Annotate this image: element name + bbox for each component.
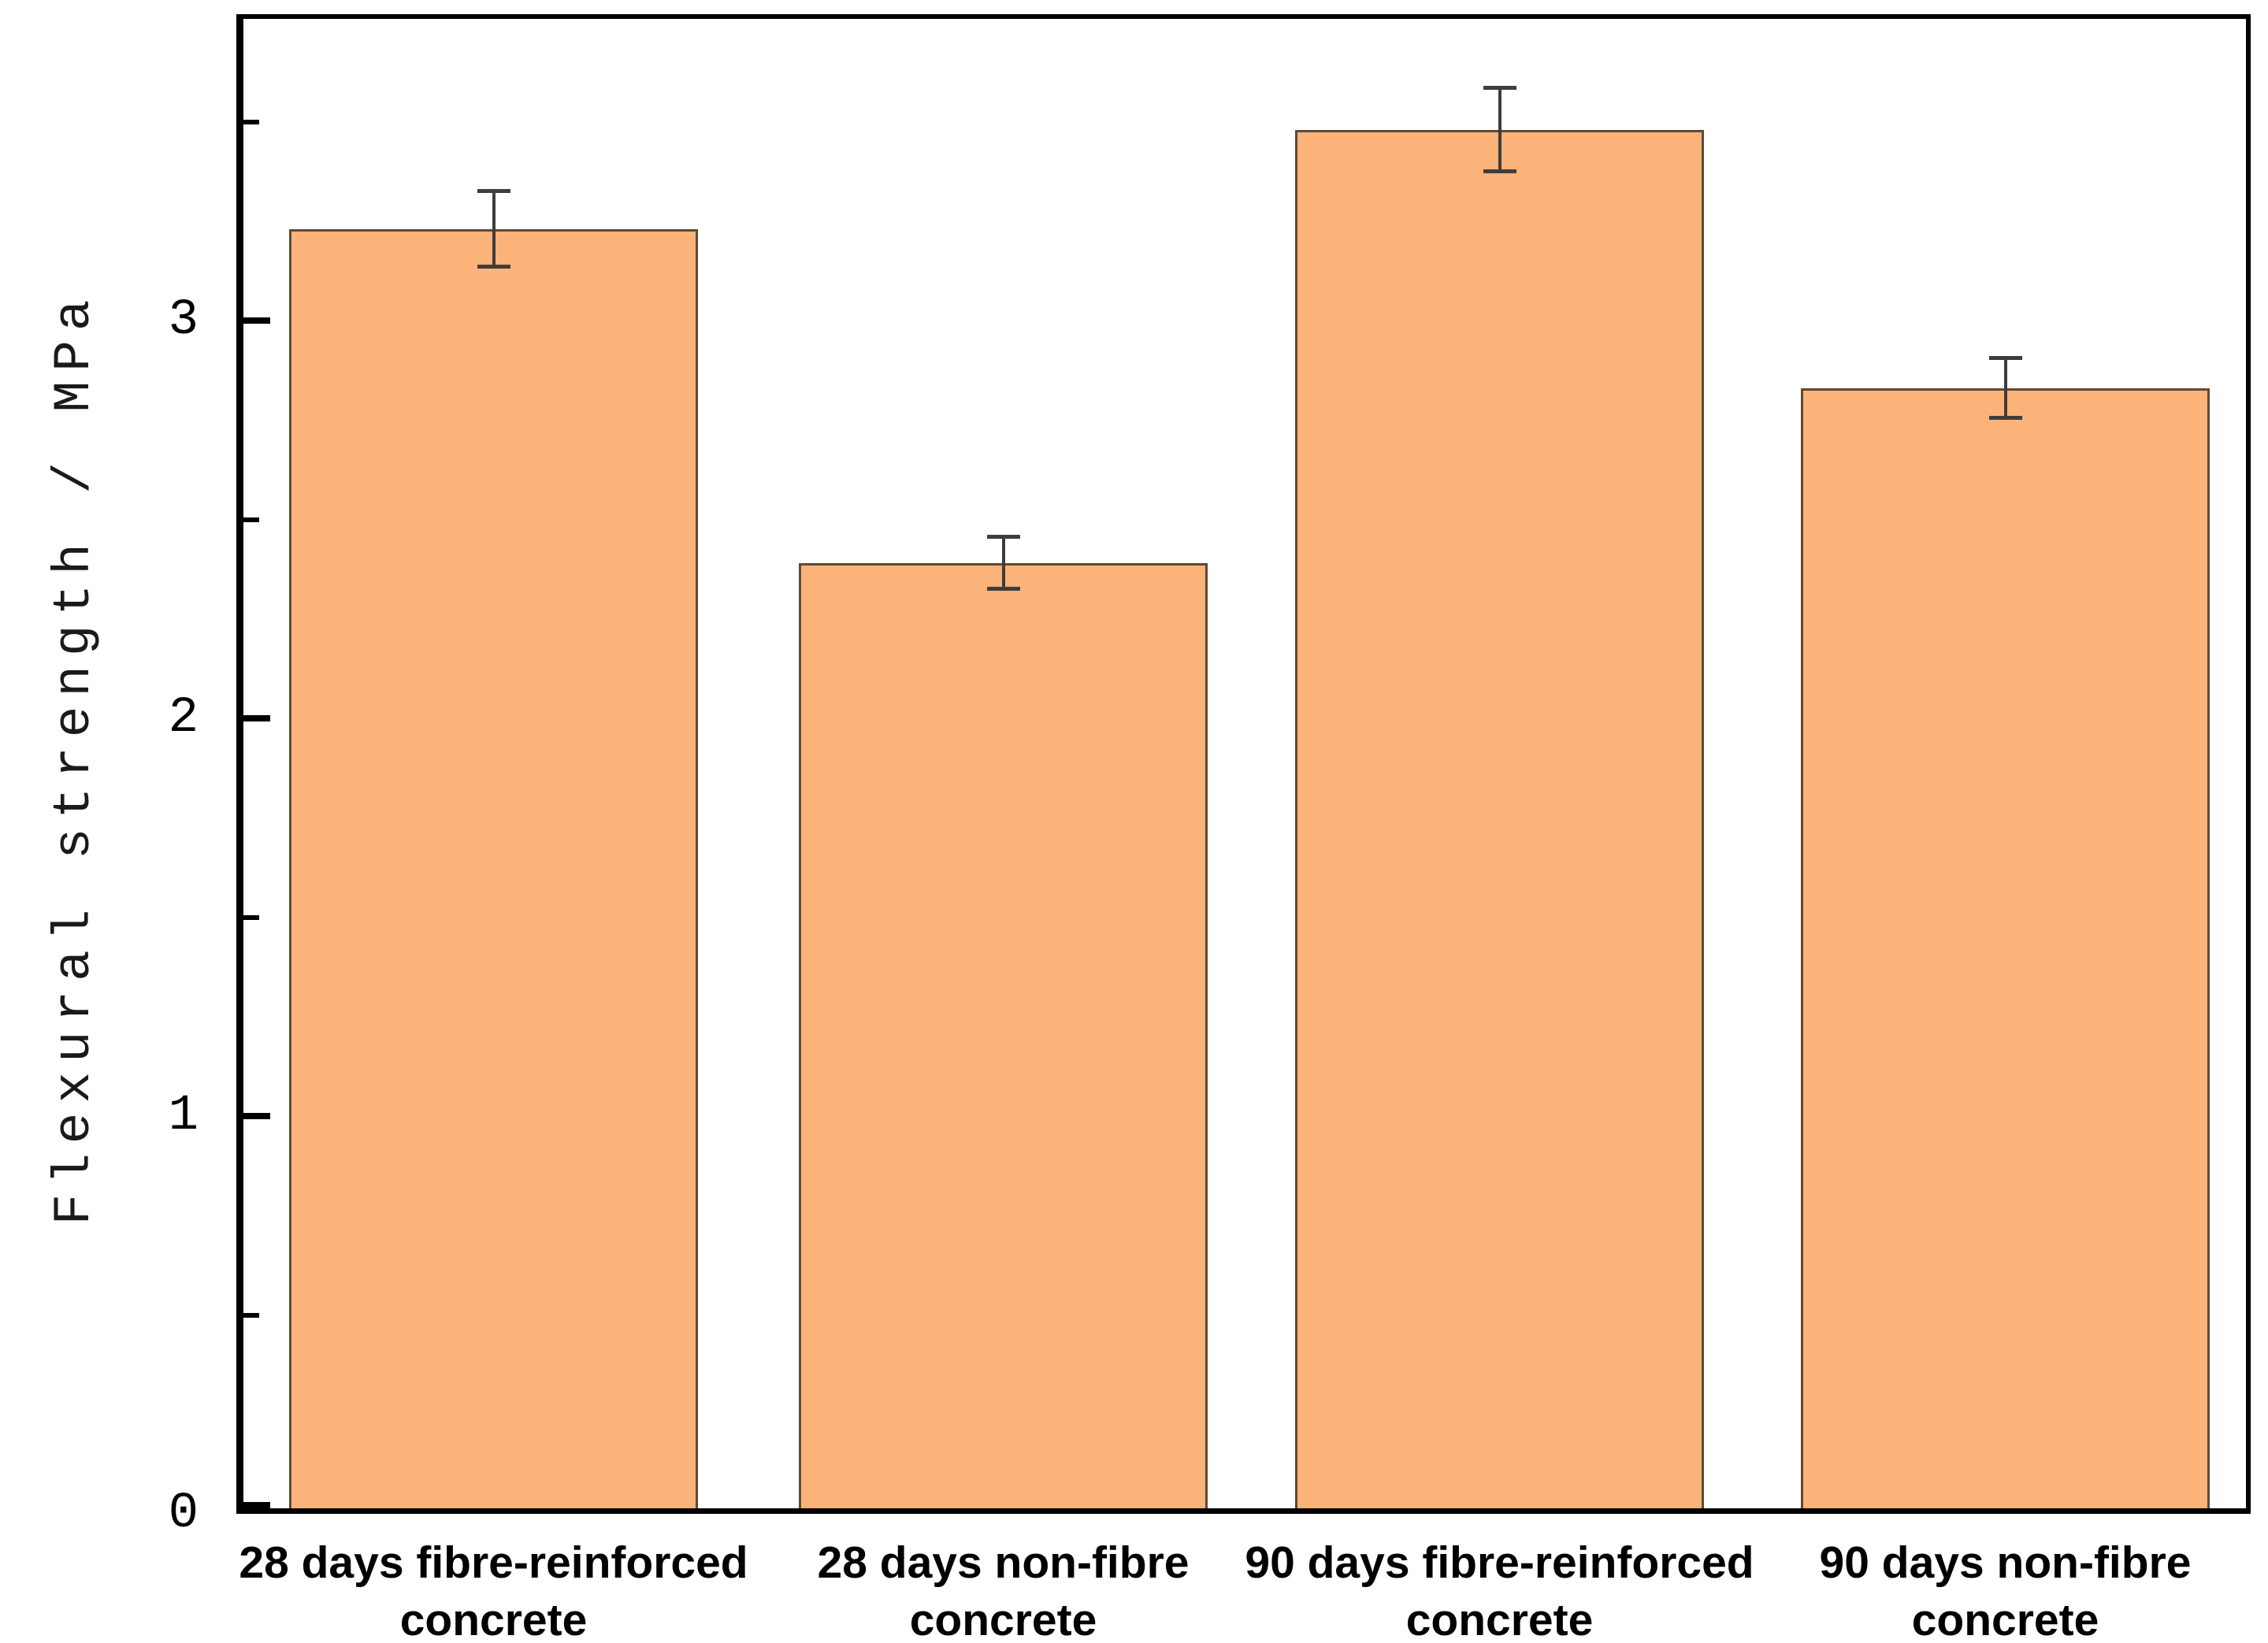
y-tick-label-3: 3 [168, 292, 199, 349]
error-bar-4 [1988, 356, 2022, 420]
y-tick-label-1: 1 [168, 1088, 199, 1144]
y-axis-minor-tick [243, 517, 259, 522]
error-bar-cap-top [986, 535, 1020, 539]
error-bar-2 [986, 535, 1020, 591]
y-axis-minor-tick [243, 914, 259, 920]
error-bar-cap-top [477, 189, 510, 193]
error-bar-line [1498, 86, 1501, 173]
error-bar-3 [1483, 86, 1516, 173]
y-axis-minor-tick [243, 1312, 259, 1318]
y-tick-label-2: 2 [168, 690, 199, 747]
y-axis-minor-tick [243, 119, 259, 124]
x-category-label-3: 90 days fibre-reinforced concrete [1245, 1537, 1754, 1643]
x-category-label-1: 28 days fibre-reinforced concrete [239, 1537, 748, 1643]
error-bar-cap-bottom [477, 265, 510, 269]
y-tick-label-0: 0 [168, 1485, 199, 1542]
x-category-label-4: 90 days non-fibre concrete [1819, 1537, 2192, 1643]
bar-2 [799, 563, 1208, 1508]
error-bar-cap-bottom [1483, 169, 1516, 173]
error-bar-line [492, 189, 496, 269]
bar-3 [1295, 130, 1704, 1508]
error-bar-cap-bottom [1988, 416, 2022, 420]
x-category-label-2: 28 days non-fibre concrete [817, 1537, 1190, 1643]
y-axis-major-tick [243, 1113, 270, 1119]
error-bar-line [2003, 356, 2007, 420]
y-axis-major-tick [243, 317, 270, 324]
error-bar-cap-top [1483, 86, 1516, 90]
y-axis-major-tick [243, 715, 270, 721]
bar-1 [289, 229, 698, 1508]
error-bar-line [1001, 535, 1005, 591]
y-axis-title: Flexural strength / MPa [45, 290, 104, 1226]
bar-4 [1801, 388, 2210, 1508]
error-bar-cap-top [1988, 356, 2022, 360]
error-bar-cap-bottom [986, 587, 1020, 591]
plot-area [236, 14, 2251, 1514]
y-axis-major-tick [243, 1502, 270, 1508]
error-bar-1 [477, 189, 510, 269]
